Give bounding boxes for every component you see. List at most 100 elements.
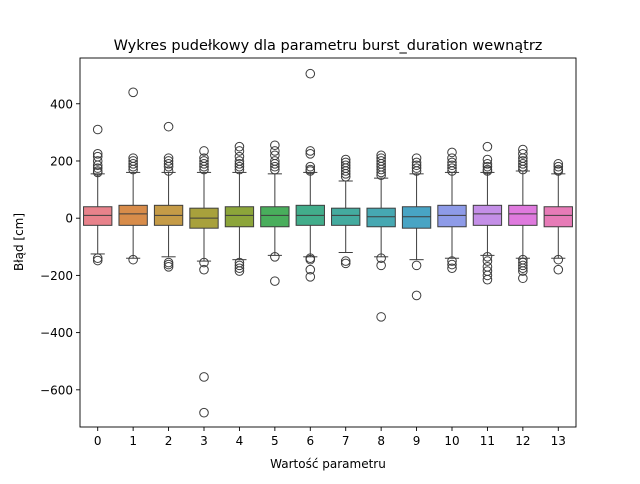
- box-outlier: [447, 263, 457, 274]
- box-outlier: [128, 164, 138, 175]
- y-tick-label: −600: [40, 383, 73, 397]
- box-outlier: [163, 262, 174, 272]
- box-outlier: [163, 121, 174, 132]
- box-outlier: [234, 146, 245, 156]
- box-outlier: [234, 141, 245, 152]
- box-outlier: [234, 151, 245, 162]
- box-outlier: [411, 260, 422, 271]
- box-outlier: [199, 257, 209, 268]
- box-outlier: [447, 163, 457, 173]
- box-outlier: [128, 159, 138, 169]
- x-tick-label: 13: [551, 434, 566, 448]
- box-iqr: [331, 207, 361, 226]
- x-tick-label: 8: [377, 434, 385, 448]
- box-outlier: [447, 153, 457, 163]
- box-outlier: [199, 159, 209, 169]
- box-outlier: [92, 255, 103, 266]
- x-tick-label: 7: [342, 434, 350, 448]
- box-outlier: [482, 166, 493, 176]
- box-outlier: [518, 266, 528, 276]
- box-outlier: [199, 161, 209, 172]
- box-outlier: [234, 164, 245, 175]
- box-outlier: [270, 161, 280, 172]
- box-outlier: [234, 159, 245, 169]
- box-outlier: [234, 260, 245, 271]
- box-outlier: [376, 170, 386, 181]
- y-axis-label: Błąd [cm]: [12, 213, 26, 271]
- box-outlier: [270, 140, 280, 151]
- box-outlier: [234, 161, 245, 172]
- box-outlier: [305, 272, 316, 282]
- box-outlier: [92, 124, 103, 135]
- box-outlier: [234, 266, 245, 276]
- box-outlier: [447, 256, 457, 266]
- box-outlier: [411, 166, 422, 176]
- box-outlier: [163, 259, 174, 270]
- box-outlier: [340, 256, 351, 266]
- x-tick-label: 9: [413, 434, 421, 448]
- box-outlier: [518, 159, 528, 169]
- box-iqr: [437, 204, 467, 228]
- box-outlier: [270, 159, 280, 169]
- box-outlier: [482, 256, 493, 266]
- box-outlier: [305, 149, 316, 159]
- y-tick-label: 200: [50, 154, 73, 168]
- box-outlier: [447, 147, 457, 158]
- x-tick-label: 12: [515, 434, 530, 448]
- box-outlier: [128, 87, 138, 98]
- box-outlier: [411, 163, 422, 173]
- box-outlier: [482, 141, 493, 152]
- x-tick-label: 10: [444, 434, 459, 448]
- box-outlier: [447, 160, 457, 171]
- box-outlier: [92, 149, 103, 159]
- box-outlier: [411, 153, 422, 163]
- plot-frame: [79, 57, 577, 428]
- box-outlier: [376, 260, 386, 271]
- box-outlier: [482, 161, 493, 172]
- box-outlier: [518, 161, 528, 172]
- box-outlier: [376, 167, 386, 178]
- x-tick-label: 4: [236, 434, 244, 448]
- box-outlier: [553, 159, 564, 169]
- y-tick-label: 0: [65, 212, 73, 226]
- box-outlier: [482, 159, 493, 169]
- box-outlier: [518, 149, 528, 159]
- box-outlier: [482, 154, 493, 165]
- box-iqr: [118, 204, 148, 226]
- box-outlier: [163, 166, 174, 176]
- box-iqr: [543, 206, 573, 228]
- box-outlier: [305, 161, 316, 172]
- y-tick-label: −200: [40, 269, 73, 283]
- box-outlier: [518, 273, 528, 284]
- y-tick-label: −400: [40, 326, 73, 340]
- box-outlier: [92, 253, 103, 264]
- box-outlier: [340, 166, 351, 176]
- box-outlier: [305, 264, 316, 275]
- x-tick-label: 1: [129, 434, 137, 448]
- box-outlier: [340, 258, 351, 269]
- x-tick-label: 2: [165, 434, 173, 448]
- box-outlier: [92, 160, 103, 171]
- box-outlier: [340, 171, 351, 182]
- box-outlier: [553, 166, 564, 176]
- box-outlier: [92, 156, 103, 166]
- box-iqr: [401, 206, 432, 229]
- box-outlier: [163, 161, 174, 172]
- box-outlier: [270, 164, 280, 175]
- box-outlier: [199, 164, 209, 175]
- box-iqr: [83, 206, 113, 226]
- box-outlier: [163, 159, 174, 169]
- box-outlier: [553, 264, 564, 275]
- box-outlier: [305, 166, 316, 176]
- box-outlier: [199, 407, 209, 418]
- y-tick-label: 400: [50, 97, 73, 111]
- x-tick-label: 5: [271, 434, 279, 448]
- box-outlier: [411, 160, 422, 171]
- box-outlier: [518, 260, 528, 271]
- box-outlier: [128, 254, 138, 265]
- box-outlier: [518, 164, 528, 175]
- box-outlier: [199, 146, 209, 156]
- x-tick-label: 3: [200, 434, 208, 448]
